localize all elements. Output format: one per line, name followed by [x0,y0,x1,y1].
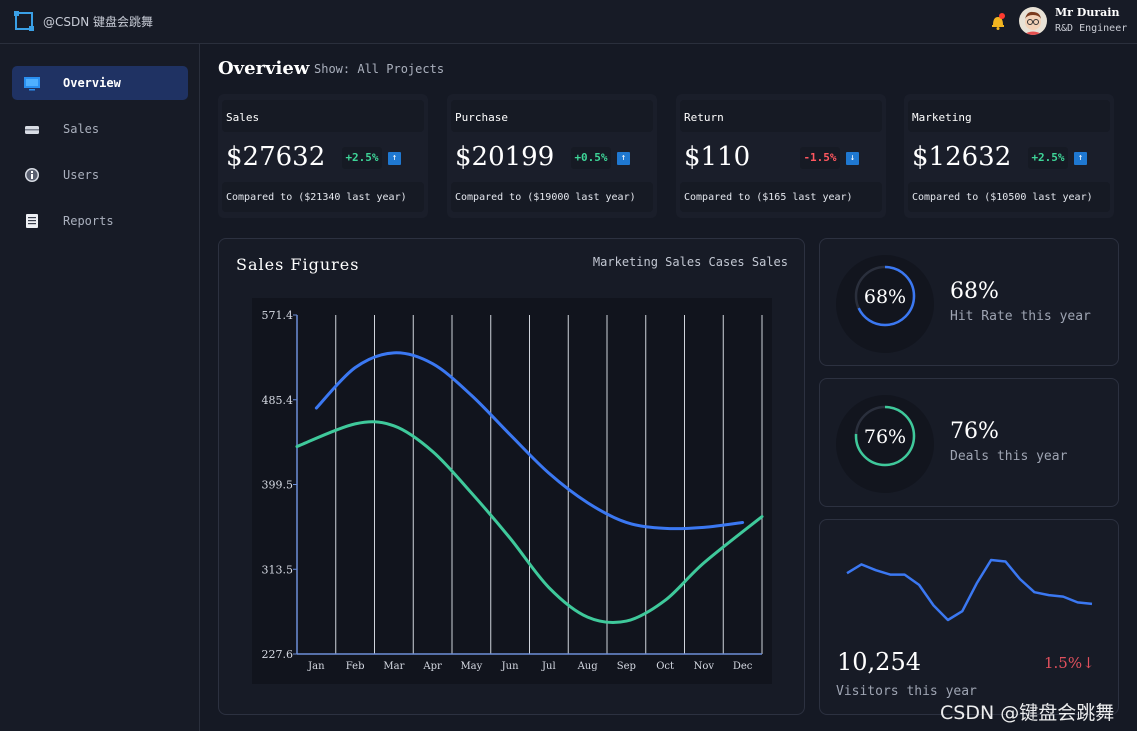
stat-card-footer [908,182,1110,212]
stat-card-footer [680,182,882,212]
hit-rate-card[interactable]: 68% 68% Hit Rate this year [819,238,1119,366]
visitors-trend-line [846,558,1093,622]
sidebar-item-users[interactable]: Users [12,158,188,192]
user-name[interactable]: Mr Durain [1055,6,1120,19]
stat-compare: Compared to ($10500 last year) [912,192,1093,203]
stat-card-purchase[interactable]: Purchase $20199 +0.5% ↑ Compared to ($19… [447,94,657,218]
hit-rate-ring-value: 68% [864,286,906,308]
stat-card-footer [222,182,424,212]
sales-legend[interactable]: Marketing Sales Cases Sales [592,255,788,269]
x-tick-label: Jun [501,661,519,672]
avatar[interactable] [1019,7,1047,35]
x-tick-label: Sep [617,661,636,672]
x-tick-label: Apr [422,661,442,672]
logo-icon [14,11,34,31]
user-role: R&D Engineer [1055,23,1128,34]
avatar-face-icon [1023,11,1043,35]
stat-card-header [908,100,1110,132]
stat-name: Return [684,111,724,124]
sidebar-item-label: Reports [63,214,114,228]
stat-compare: Compared to ($21340 last year) [226,192,407,203]
monitor-icon [24,77,40,91]
sidebar: Overview Sales Users Reports [0,44,200,731]
x-tick-label: Aug [577,661,599,672]
stat-value: $12632 [912,142,1012,172]
deals-ring: 76% [836,395,934,493]
x-tick-label: May [460,661,482,672]
bell-icon[interactable] [990,12,1006,30]
visitors-label: Visitors this year [836,684,977,699]
app-title: @CSDN 键盘会跳舞 [43,15,154,29]
deals-card[interactable]: 76% 76% Deals this year [819,378,1119,507]
arrow-up-icon: ↑ [388,152,401,165]
page-title: Overview [218,58,310,79]
y-tick-label: 313.5 [262,563,294,576]
x-tick-label: Feb [346,661,365,672]
stat-value: $110 [684,142,751,172]
y-tick-label: 571.4 [262,309,294,322]
visitors-card[interactable]: 10,254 1.5%↓ Visitors this year [819,519,1119,715]
arrow-down-icon: ↓ [846,152,859,165]
series-line-marketing-sales [314,351,745,531]
watermark: CSDN @键盘会跳舞 [940,702,1115,724]
arrow-up-icon: ↑ [1074,152,1087,165]
stat-compare: Compared to ($19000 last year) [455,192,636,203]
chart-background [252,298,772,684]
x-tick-label: Dec [733,661,753,672]
stat-name: Purchase [455,111,508,124]
sales-title: Sales Figures [236,255,360,274]
card-icon [25,126,39,134]
hit-rate-ring: 68% [836,255,934,353]
stat-value: $27632 [226,142,326,172]
deals-ring-value: 76% [864,426,906,448]
top-bar: @CSDN 键盘会跳舞 Mr Durain R&D Engineer [0,0,1137,44]
stat-change: -1.5% [800,147,840,169]
stat-card-header [451,100,653,132]
stat-change: +2.5% [1028,147,1068,169]
sidebar-item-sales[interactable]: Sales [12,112,188,146]
y-tick-label: 399.5 [262,479,294,492]
x-tick-label: Nov [694,661,715,672]
project-filter[interactable]: Show: All Projects [314,62,445,76]
stat-card-marketing[interactable]: Marketing $12632 +2.5% ↑ Compared to ($1… [904,94,1114,218]
stat-card-return[interactable]: Return $110 -1.5% ↓ Compared to ($165 la… [676,94,886,218]
deals-arc [854,405,916,467]
sidebar-item-label: Users [63,168,100,182]
hit-rate-arc [854,265,916,327]
sales-line-chart[interactable]: 571.4 485.4 399.5 313.5 227.6 Jan Feb Mar Apr Ma… [252,298,772,684]
stat-card-header [680,100,882,132]
stat-change: +2.5% [342,147,382,169]
stat-card-footer [451,182,653,212]
arrow-up-icon: ↑ [617,152,630,165]
visitors-change: 1.5%↓ [1044,654,1095,672]
x-tick-label: Jul [541,661,556,672]
sales-figures-panel: Sales Figures Marketing Sales Cases Sale… [218,238,805,715]
x-tick-label: Oct [656,661,674,672]
sidebar-item-overview[interactable]: Overview [12,66,188,100]
y-tick-label: 227.6 [262,648,294,661]
sidebar-item-reports[interactable]: Reports [12,204,188,238]
deals-value: 76% [950,419,999,444]
stat-compare: Compared to ($165 last year) [684,192,853,203]
stat-card-header [222,100,424,132]
stat-card-sales[interactable]: Sales $27632 +2.5% ↑ Compared to ($21340… [218,94,428,218]
hit-rate-value: 68% [950,279,999,304]
stat-name: Sales [226,111,260,124]
hit-rate-label: Hit Rate this year [950,309,1091,324]
document-icon [26,214,38,228]
visitors-sparkline [846,558,1093,622]
sidebar-item-label: Overview [63,76,121,90]
deals-label: Deals this year [950,449,1068,464]
stat-name: Marketing [912,111,972,124]
info-icon [25,168,39,182]
sidebar-item-label: Sales [63,122,100,136]
series-line-cases-sales [295,420,764,625]
x-tick-label: Jan [307,661,325,672]
visitors-count: 10,254 [837,648,921,676]
stat-value: $20199 [455,142,555,172]
x-tick-label: Mar [383,661,404,672]
y-tick-label: 485.4 [262,394,294,407]
stat-change: +0.5% [571,147,611,169]
